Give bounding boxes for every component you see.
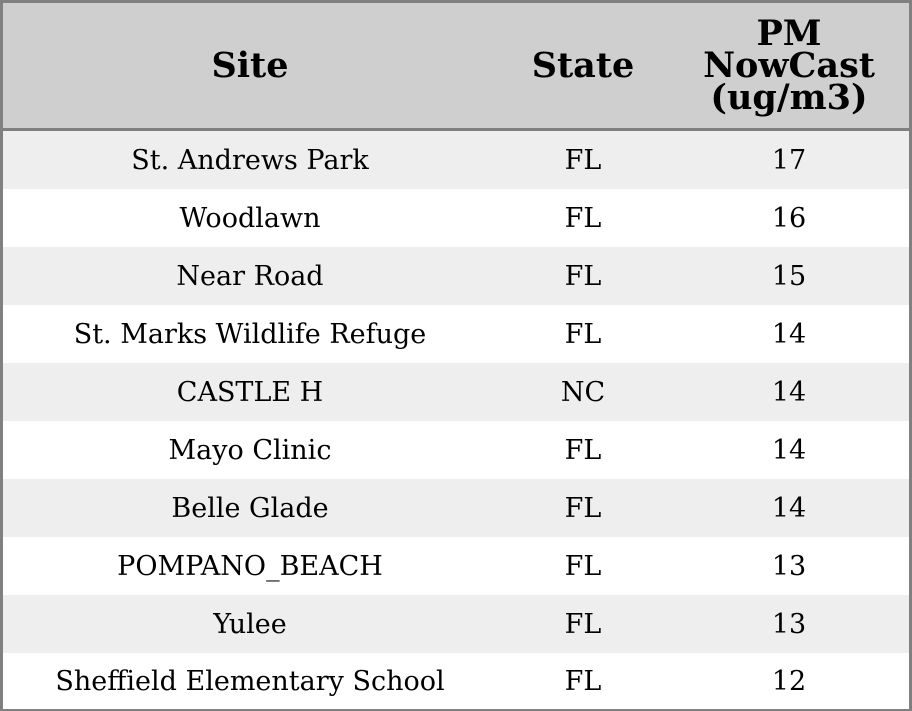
site-cell: POMPANO_BEACH (3, 537, 497, 595)
pm-nowcast-table: Site State PM NowCast (ug/m3) St. Andrew… (3, 3, 909, 709)
site-cell: Near Road (3, 247, 497, 305)
table-row: Mayo Clinic FL 14 (3, 421, 909, 479)
pm-value-cell: 17 (669, 129, 909, 189)
state-cell: NC (497, 363, 669, 421)
table-header: Site State PM NowCast (ug/m3) (3, 3, 909, 131)
pm-value-cell: 12 (669, 653, 909, 709)
header-pm-nowcast: PM NowCast (ug/m3) (669, 3, 909, 131)
site-cell: Mayo Clinic (3, 421, 497, 479)
pm-value-cell: 14 (669, 363, 909, 421)
header-pm-line3: (ug/m3) (710, 76, 868, 118)
header-pm-line1: PM (756, 12, 822, 54)
table-body: St. Andrews Park FL 17 Woodlawn FL 16 Near Roa… (3, 129, 909, 709)
site-cell: Sheffield Elementary School (3, 653, 497, 709)
pm-value-cell: 13 (669, 595, 909, 653)
state-cell: FL (497, 479, 669, 537)
state-cell: FL (497, 129, 669, 189)
pm-value-cell: 14 (669, 479, 909, 537)
table-row: St. Marks Wildlife Refuge FL 14 (3, 305, 909, 363)
pm-value-cell: 14 (669, 305, 909, 363)
header-state: State (497, 3, 669, 131)
state-cell: FL (497, 537, 669, 595)
site-cell: Belle Glade (3, 479, 497, 537)
site-cell: St. Andrews Park (3, 129, 497, 189)
pm-value-cell: 16 (669, 189, 909, 247)
pm-value-cell: 14 (669, 421, 909, 479)
state-cell: FL (497, 189, 669, 247)
table-row: Near Road FL 15 (3, 247, 909, 305)
header-site: Site (3, 3, 497, 131)
header-row: Site State PM NowCast (ug/m3) (3, 3, 909, 131)
site-cell: Yulee (3, 595, 497, 653)
site-cell: Woodlawn (3, 189, 497, 247)
state-cell: FL (497, 247, 669, 305)
pm-value-cell: 15 (669, 247, 909, 305)
table-row: Belle Glade FL 14 (3, 479, 909, 537)
table-row: St. Andrews Park FL 17 (3, 129, 909, 189)
table-row: Woodlawn FL 16 (3, 189, 909, 247)
pm-value-cell: 13 (669, 537, 909, 595)
site-cell: CASTLE H (3, 363, 497, 421)
table-row: POMPANO_BEACH FL 13 (3, 537, 909, 595)
state-cell: FL (497, 595, 669, 653)
state-cell: FL (497, 421, 669, 479)
table-row: Yulee FL 13 (3, 595, 909, 653)
site-cell: St. Marks Wildlife Refuge (3, 305, 497, 363)
state-cell: FL (497, 653, 669, 709)
header-pm-line2: NowCast (703, 44, 875, 86)
table-row: CASTLE H NC 14 (3, 363, 909, 421)
table-row: Sheffield Elementary School FL 12 (3, 653, 909, 709)
state-cell: FL (497, 305, 669, 363)
